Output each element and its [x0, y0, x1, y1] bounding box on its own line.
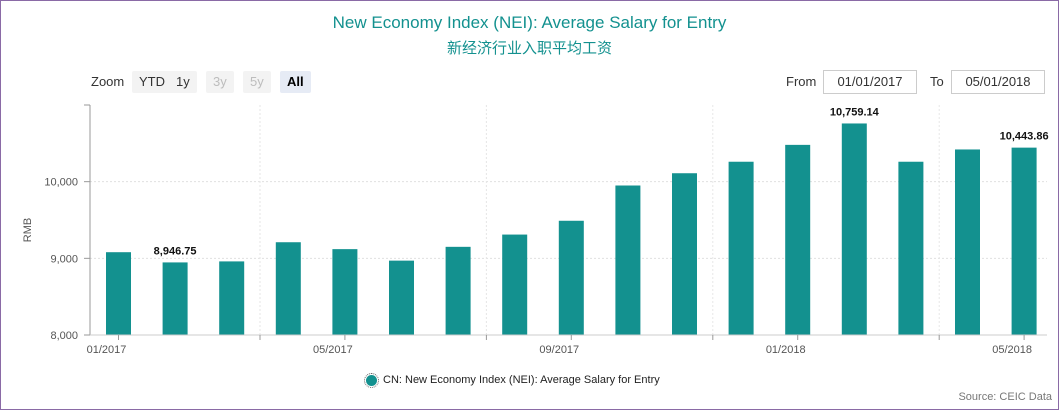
bar-2017-02[interactable] — [162, 262, 188, 335]
bar-2017-05[interactable] — [332, 249, 358, 335]
x-tick-label: 01/2017 — [87, 344, 127, 356]
source-note: Source: CEIC Data — [958, 391, 1052, 403]
zoom-label: Zoom — [91, 74, 125, 89]
range-from-label: From — [786, 74, 817, 89]
bar-2017-08[interactable] — [502, 234, 528, 335]
zoom-5y-button[interactable]: 5y — [243, 71, 271, 93]
bar-2017-04[interactable] — [275, 242, 301, 335]
bar-2018-02[interactable] — [841, 123, 867, 335]
x-tick-label: 05/2018 — [992, 344, 1032, 356]
zoom-3y-button[interactable]: 3y — [206, 71, 234, 93]
data-label: 10,759.14 — [830, 106, 880, 118]
chart-title: New Economy Index (NEI): Average Salary … — [332, 13, 727, 32]
y-tick-label: 8,000 — [50, 330, 78, 342]
bar-2017-12[interactable] — [728, 161, 754, 335]
bar-2018-01[interactable] — [785, 144, 811, 335]
bar-2018-05[interactable] — [1011, 147, 1037, 335]
bar-2017-01[interactable] — [106, 252, 131, 335]
range-to-label: To — [930, 74, 944, 89]
legend-label: CN: New Economy Index (NEI): Average Sal… — [383, 374, 660, 386]
range-to-input[interactable]: 05/01/2018 — [951, 70, 1045, 94]
y-axis-title: RMB — [22, 218, 34, 242]
bar-2017-09[interactable] — [558, 220, 584, 335]
x-tick-label: 09/2017 — [539, 344, 579, 356]
x-tick-label: 01/2018 — [766, 344, 806, 356]
bar-2018-04[interactable] — [955, 149, 980, 335]
bar-2018-03[interactable] — [898, 161, 924, 335]
data-label: 8,946.75 — [154, 245, 197, 257]
bar-2017-07[interactable] — [445, 246, 471, 335]
bar-2017-06[interactable] — [389, 260, 414, 335]
zoom-1y-button[interactable]: 1y — [169, 71, 197, 93]
bar-2017-11[interactable] — [672, 173, 697, 335]
chart-subtitle: 新经济行业入职平均工资 — [446, 39, 612, 57]
zoom-ytd-button[interactable]: YTD — [132, 71, 172, 93]
y-tick-label: 9,000 — [50, 253, 78, 265]
bar-2017-10[interactable] — [615, 185, 641, 336]
x-tick-label: 05/2017 — [313, 344, 353, 356]
y-tick-label: 10,000 — [44, 177, 78, 189]
bar-2017-03[interactable] — [219, 261, 245, 335]
chart-legend[interactable]: CN: New Economy Index (NEI): Average Sal… — [364, 372, 660, 388]
data-label: 10,443.86 — [1000, 131, 1049, 143]
zoom-all-button[interactable]: All — [280, 71, 311, 93]
range-from-input[interactable]: 01/01/2017 — [823, 70, 917, 94]
legend-marker-icon — [364, 372, 379, 388]
